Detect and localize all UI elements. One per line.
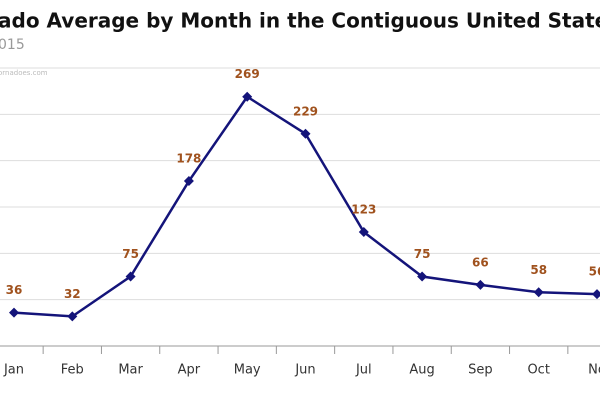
data-label: 75: [414, 247, 431, 261]
point: [533, 287, 544, 298]
point: [183, 176, 194, 187]
x-tick-label: Jan: [3, 363, 24, 378]
data-label: 36: [6, 283, 23, 297]
data-label: 269: [235, 67, 260, 81]
data-label: 56: [589, 265, 600, 279]
data-label: 58: [530, 263, 547, 277]
x-tick-label: Oct: [527, 363, 549, 378]
x-tick-label: Mar: [118, 363, 143, 378]
point: [300, 128, 311, 139]
point: [592, 289, 600, 300]
chart-title: ado Average by Month in the Contiguous U…: [0, 9, 600, 33]
data-label: 32: [64, 287, 81, 301]
data-label: 66: [472, 255, 489, 269]
x-tick-label: Jun: [294, 363, 315, 378]
data-label: 123: [351, 203, 376, 217]
data-label: 178: [176, 152, 201, 166]
x-tick-label: May: [234, 363, 261, 378]
point: [417, 271, 428, 282]
x-tick-label: Apr: [178, 363, 201, 378]
point: [242, 91, 253, 102]
x-tick-label: Feb: [61, 363, 84, 378]
x-tick-label: Sep: [468, 363, 493, 378]
point: [475, 279, 486, 290]
data-label: 229: [293, 104, 318, 118]
x-tick-label: Jul: [355, 363, 372, 378]
point: [358, 227, 369, 238]
point: [125, 271, 136, 282]
chart-subtitle: 015: [0, 37, 25, 53]
point: [67, 311, 78, 322]
point: [9, 307, 19, 318]
x-tick-label: Aug: [409, 363, 434, 378]
data-label: 75: [122, 247, 139, 261]
watermark: ornadoes.com: [0, 69, 48, 77]
x-tick-label: No: [588, 363, 600, 378]
